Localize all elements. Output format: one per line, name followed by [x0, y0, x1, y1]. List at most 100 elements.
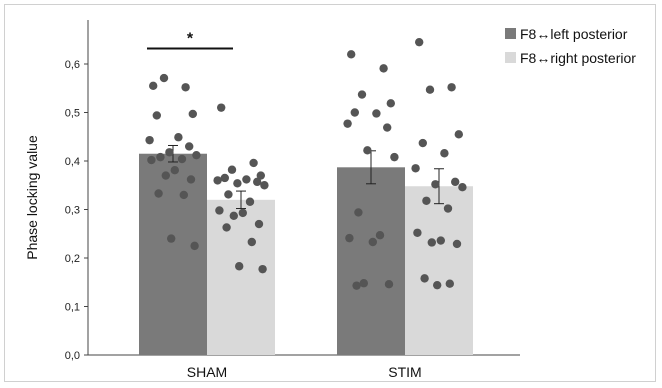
- data-point: [411, 164, 420, 173]
- y-axis-label: Phase locking value: [24, 135, 40, 260]
- bar: [207, 199, 275, 355]
- data-point: [179, 190, 188, 200]
- data-point: [447, 83, 456, 92]
- data-point: [245, 197, 255, 206]
- bars: [139, 153, 473, 355]
- data-point: [185, 142, 194, 151]
- data-point: [390, 152, 399, 162]
- data-point: [347, 50, 356, 59]
- data-point: [154, 189, 163, 198]
- y-tick-label: 0,3: [65, 205, 80, 217]
- data-point: [436, 236, 445, 245]
- data-point: [258, 264, 267, 274]
- data-point: [147, 155, 156, 165]
- x-category-label: SHAM: [187, 364, 227, 380]
- data-point: [188, 109, 197, 119]
- data-point: [190, 241, 199, 251]
- data-point: [363, 146, 372, 155]
- data-point: [149, 81, 158, 91]
- data-point: [445, 279, 454, 288]
- data-point: [238, 208, 247, 218]
- data-point: [247, 237, 256, 247]
- data-point: [235, 262, 244, 271]
- data-point: [454, 130, 463, 139]
- significance-star: *: [187, 30, 194, 47]
- chart-frame: 0,0 0,1 0,2 0,3 0,4 0,5 0,6 Phase locking value…: [4, 4, 656, 382]
- data-point: [253, 177, 262, 187]
- data-point: [227, 165, 237, 174]
- data-point: [386, 99, 395, 108]
- data-point: [415, 37, 424, 47]
- data-point: [260, 181, 269, 190]
- data-point: [420, 274, 429, 283]
- data-point: [167, 234, 176, 243]
- x-category-label: STIM: [388, 364, 421, 380]
- data-point: [458, 182, 467, 192]
- data-point: [359, 279, 368, 288]
- bar-chart: 0,0 0,1 0,2 0,3 0,4 0,5 0,6 Phase locking value…: [24, 20, 636, 380]
- data-point: [222, 223, 231, 232]
- y-tick-label: 0,4: [65, 156, 80, 168]
- data-point: [233, 179, 242, 188]
- data-points: [145, 37, 467, 290]
- data-point: [215, 206, 224, 215]
- significance-annotation: *: [147, 30, 233, 50]
- data-point: [418, 138, 427, 148]
- legend-swatch: [505, 28, 516, 39]
- data-point: [425, 85, 435, 94]
- data-point: [443, 204, 453, 213]
- bar: [139, 153, 207, 355]
- y-tick-label: 0,0: [65, 350, 80, 362]
- bar: [337, 167, 405, 355]
- legend: F8↔left posterior F8↔right posterior: [505, 26, 636, 66]
- data-point: [433, 280, 442, 290]
- data-point: [422, 196, 431, 205]
- data-point: [242, 175, 251, 184]
- data-point: [256, 171, 265, 180]
- data-point: [413, 228, 422, 237]
- y-tick-label: 0,6: [65, 59, 80, 71]
- data-point: [350, 108, 359, 117]
- data-point: [177, 154, 187, 164]
- legend-label: F8↔left posterior: [520, 26, 628, 42]
- data-point: [352, 281, 361, 290]
- data-point: [372, 109, 381, 118]
- data-point: [161, 171, 170, 180]
- data-point: [345, 233, 354, 243]
- data-point: [192, 150, 201, 160]
- data-point: [357, 90, 367, 99]
- data-point: [152, 111, 161, 120]
- y-tick-label: 0,2: [65, 253, 80, 265]
- data-point: [217, 103, 226, 112]
- data-point: [368, 237, 377, 247]
- data-point: [343, 119, 352, 128]
- data-point: [181, 83, 190, 92]
- y-tick-label: 0,5: [65, 108, 80, 120]
- data-point: [220, 173, 229, 183]
- data-point: [427, 238, 436, 247]
- data-point: [186, 175, 196, 184]
- data-point: [375, 231, 385, 240]
- y-tick-label: 0,1: [65, 302, 80, 314]
- data-point: [383, 123, 392, 132]
- data-point: [354, 208, 363, 217]
- data-point: [213, 176, 222, 185]
- bar: [405, 186, 473, 355]
- data-point: [174, 133, 183, 142]
- data-point: [254, 219, 264, 229]
- data-point: [384, 279, 394, 289]
- data-point: [145, 135, 154, 145]
- legend-label: F8↔right posterior: [520, 50, 636, 66]
- data-point: [156, 152, 165, 162]
- data-point: [249, 158, 258, 168]
- data-point: [431, 180, 440, 189]
- data-point: [229, 211, 238, 221]
- data-point: [440, 149, 449, 158]
- axes: 0,0 0,1 0,2 0,3 0,4 0,5 0,6 Phase locking value…: [24, 20, 520, 380]
- data-point: [170, 166, 179, 175]
- data-point: [452, 239, 462, 249]
- data-point: [379, 64, 388, 73]
- data-point: [451, 177, 460, 187]
- data-point: [165, 148, 174, 157]
- data-point: [159, 73, 169, 83]
